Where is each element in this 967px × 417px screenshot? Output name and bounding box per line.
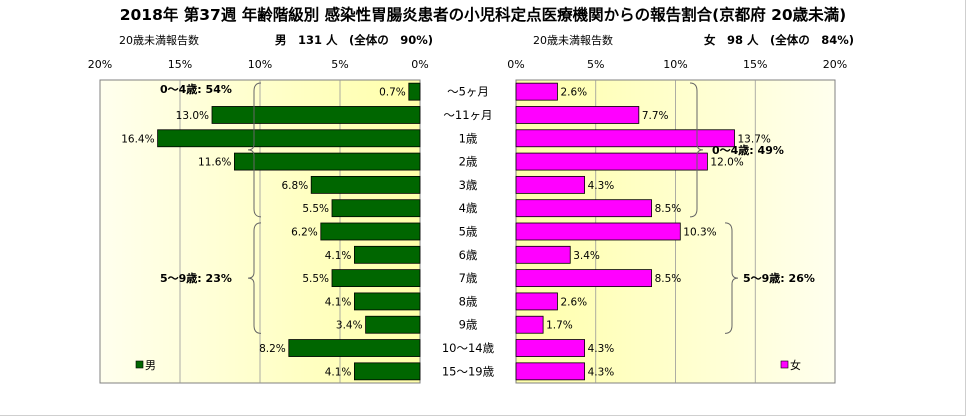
right-header-value: 女 98 人 (全体の 84%) <box>704 33 854 47</box>
category-label: ～11ヶ月 <box>443 108 492 122</box>
right-tick-label: 15% <box>743 58 767 71</box>
left-data-label: 5.5% <box>302 273 329 285</box>
left-data-label: 4.1% <box>325 296 352 308</box>
left-bar <box>408 82 421 101</box>
left-bar <box>157 129 421 148</box>
category-label: 4歳 <box>459 201 478 215</box>
chart-title: 2018年 第37週 年齢階級別 感染性胃腸炎患者の小児科定点医療機関からの報告… <box>120 5 847 24</box>
left-tick-label: 20% <box>88 58 112 71</box>
right-bar <box>515 362 585 381</box>
right-group-label: 5～9歳: 26% <box>743 271 815 285</box>
left-data-label: 0.7% <box>379 87 406 99</box>
right-data-label: 8.5% <box>655 273 682 285</box>
left-data-label: 6.8% <box>282 180 309 192</box>
left-group-label: 5～9歳: 23% <box>160 271 232 285</box>
left-tick-label: 0% <box>411 58 428 71</box>
right-data-label: 12.0% <box>710 157 743 169</box>
left-tick-label: 10% <box>248 58 272 71</box>
right-bar <box>515 269 652 288</box>
right-bar <box>515 129 735 148</box>
right-data-label: 4.3% <box>588 343 615 355</box>
left-bar <box>331 269 421 288</box>
right-bar <box>515 106 640 124</box>
left-header-label: 20歳未満報告数 <box>119 34 199 47</box>
left-bar <box>331 199 421 218</box>
category-label: 3歳 <box>459 178 478 192</box>
category-label: 6歳 <box>459 248 478 262</box>
left-data-label: 3.4% <box>336 320 363 332</box>
right-legend-swatch <box>780 360 789 369</box>
category-label: 7歳 <box>459 271 478 285</box>
right-data-label: 2.6% <box>560 296 587 308</box>
right-data-label: 1.7% <box>546 320 573 332</box>
left-bar <box>288 339 421 357</box>
left-bar <box>211 106 421 124</box>
left-bar <box>353 292 421 311</box>
left-data-label: 4.1% <box>325 366 352 378</box>
right-tick-label: 0% <box>507 58 524 71</box>
right-data-label: 4.3% <box>588 180 615 192</box>
left-group-label: 0～4歳: 54% <box>160 82 232 96</box>
category-label: 8歳 <box>459 294 478 308</box>
left-tick-label: 5% <box>331 58 348 71</box>
right-header-label: 20歳未満報告数 <box>533 34 613 47</box>
right-bar <box>515 152 708 171</box>
right-data-label: 7.7% <box>642 110 669 122</box>
left-tick-label: 15% <box>168 58 192 71</box>
category-label: 1歳 <box>459 131 478 145</box>
right-group-brace <box>724 222 739 334</box>
left-data-label: 4.1% <box>325 250 352 262</box>
right-bar <box>515 222 681 241</box>
left-bar <box>233 152 421 171</box>
right-group-brace <box>689 82 704 218</box>
left-bar <box>310 175 421 194</box>
category-label: 15～19歳 <box>442 364 495 378</box>
left-bar <box>365 315 421 334</box>
left-group-brace <box>247 222 262 334</box>
category-label: ～5ヶ月 <box>447 85 489 99</box>
right-bar <box>515 82 558 101</box>
left-data-label: 5.5% <box>302 203 329 215</box>
right-bar <box>515 339 585 357</box>
left-group-brace <box>247 82 262 218</box>
right-bar <box>515 245 571 264</box>
category-label: 9歳 <box>459 318 478 332</box>
left-data-label: 13.0% <box>176 110 209 122</box>
category-label: 5歳 <box>459 225 478 239</box>
left-header-value: 男 131 人 (全体の 90%) <box>275 33 433 47</box>
left-data-label: 8.2% <box>259 343 286 355</box>
left-bar <box>353 245 421 264</box>
right-data-label: 3.4% <box>573 250 600 262</box>
right-legend-label: 女 <box>790 358 801 372</box>
right-bar <box>515 292 558 311</box>
left-data-label: 6.2% <box>291 227 318 239</box>
right-tick-label: 5% <box>587 58 604 71</box>
left-legend-label: 男 <box>145 359 156 372</box>
left-bar <box>353 362 421 381</box>
left-data-label: 11.6% <box>198 157 231 169</box>
left-legend-swatch <box>135 360 144 369</box>
category-label: 10～14歳 <box>442 341 495 355</box>
right-bar <box>515 199 652 218</box>
right-group-label: 0～4歳: 49% <box>712 143 784 157</box>
right-data-label: 2.6% <box>560 87 587 99</box>
right-data-label: 8.5% <box>655 203 682 215</box>
left-bar <box>320 222 421 241</box>
category-label: 2歳 <box>459 155 478 169</box>
left-data-label: 16.4% <box>121 133 154 145</box>
right-bar <box>515 315 544 334</box>
right-tick-label: 20% <box>823 58 847 71</box>
right-data-label: 13.7% <box>738 133 771 145</box>
right-data-label: 10.3% <box>683 227 716 239</box>
right-tick-label: 10% <box>663 58 687 71</box>
right-data-label: 4.3% <box>588 366 615 378</box>
right-bar <box>515 175 585 194</box>
